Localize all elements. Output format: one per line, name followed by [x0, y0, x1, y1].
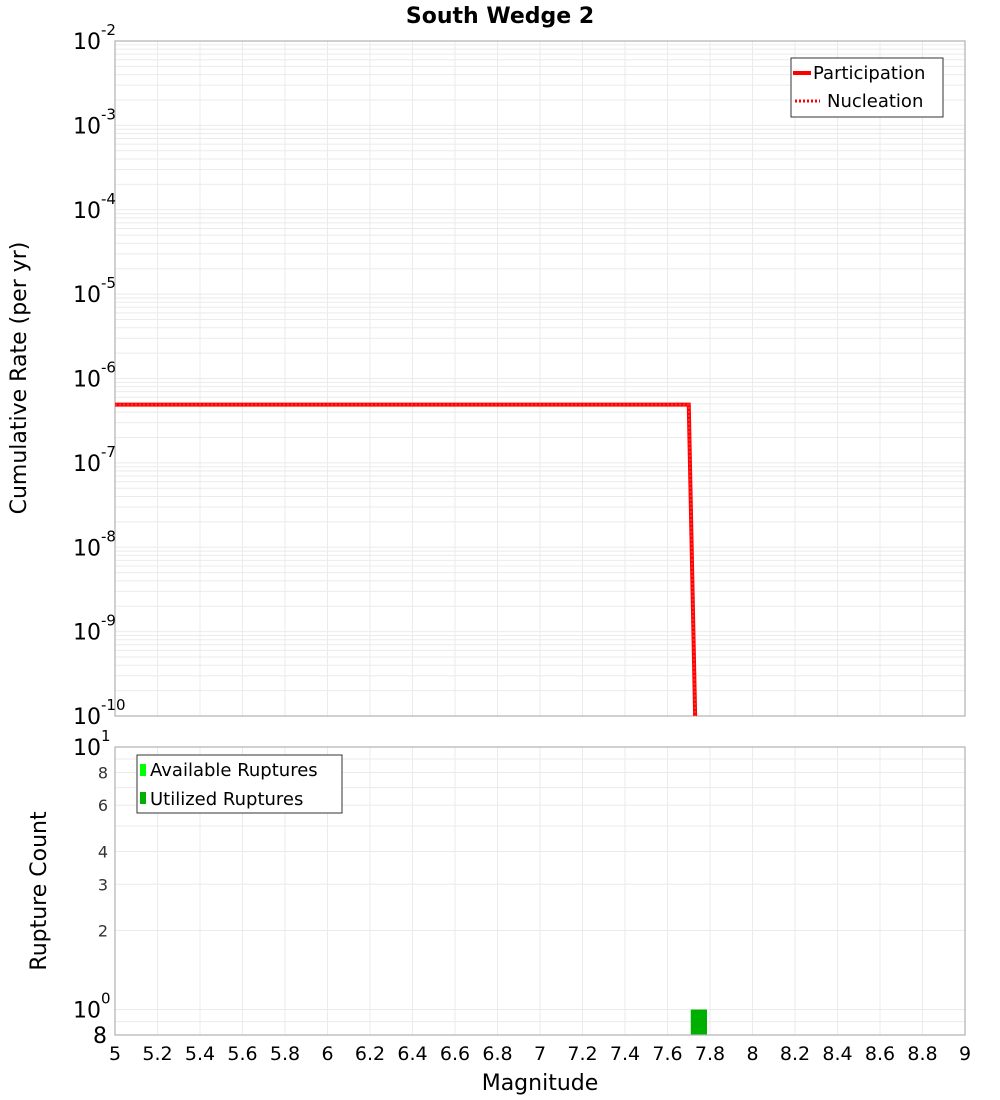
y-tick-label: 8: [93, 1024, 107, 1049]
x-tick-label: 8: [746, 1043, 758, 1065]
x-tick-label: 5.8: [270, 1043, 300, 1065]
utilized-ruptures-bar: [690, 1009, 707, 1035]
utilized-legend-label: Utilized Ruptures: [150, 789, 303, 810]
y-tick-label: 4: [98, 842, 108, 861]
top-grid: [114, 41, 966, 717]
top-y-axis-label: Cumulative Rate (per yr): [7, 242, 32, 515]
utilized-legend-swatch: [140, 792, 146, 804]
x-tick-label: 5.6: [227, 1043, 257, 1065]
y-tick-label: 3: [98, 875, 108, 894]
available-legend-label: Available Ruptures: [150, 760, 318, 781]
top-plot-frame: [114, 40, 966, 717]
nucleation-legend-label: Nucleation: [827, 91, 923, 112]
y-tick-label: 10-5: [73, 274, 116, 308]
x-tick-label: 7: [534, 1043, 546, 1065]
x-tick-label: 5.4: [185, 1043, 215, 1065]
y-tick-label: 10-10: [73, 696, 126, 730]
y-tick-label: 2: [98, 922, 108, 941]
participation-legend-label: Participation: [813, 63, 925, 84]
y-tick-label: 10-4: [73, 190, 116, 224]
top-legend: Participation Nucleation: [790, 57, 944, 118]
bottom-legend-box: [136, 754, 343, 814]
x-tick-label: 5.2: [142, 1043, 172, 1065]
x-axis-label: Magnitude: [482, 1071, 599, 1096]
x-tick-label: 6.6: [440, 1043, 470, 1065]
y-tick-label: 10-9: [73, 612, 116, 646]
y-tick-label: 101: [73, 727, 111, 761]
x-tick-label: 7.6: [652, 1043, 682, 1065]
x-tick-label: 6.8: [482, 1043, 512, 1065]
x-tick-label: 8.8: [907, 1043, 937, 1065]
top-legend-box: [790, 57, 944, 118]
y-tick-label: 10-2: [73, 21, 116, 55]
y-tick-label: 8: [98, 763, 108, 782]
x-tick-label: 8.2: [780, 1043, 810, 1065]
x-tick-label: 8.4: [822, 1043, 852, 1065]
x-tick-label: 7.8: [695, 1043, 725, 1065]
x-tick-label: 6: [321, 1043, 333, 1065]
x-tick-label: 5: [109, 1043, 121, 1065]
x-tick-label: 6.2: [355, 1043, 385, 1065]
bottom-plot-frame: [114, 746, 966, 1036]
x-tick-label: 9: [959, 1043, 971, 1065]
x-tick-label: 8.6: [865, 1043, 895, 1065]
x-ticks: 5 5.2 5.4 5.6 5.8 6 6.2 6.4 6.6 6.8 7 7.2 7.4 7.6 7.8 8…: [109, 1043, 971, 1065]
nucleation-line: [115, 403, 697, 717]
y-tick-label: 10-6: [73, 359, 116, 393]
y-tick-label: 100: [73, 990, 111, 1024]
y-tick-label: 10-7: [73, 443, 116, 477]
y-tick-label: 10-8: [73, 527, 116, 561]
top-plot: 10-2 10-3 10-4 10-5 10-6 10-7 10-8 10-9 10-10 Pa…: [73, 21, 966, 730]
bottom-y-axis-label: Rupture Count: [27, 811, 52, 971]
x-tick-label: 7.2: [567, 1043, 597, 1065]
y-tick-label: 6: [98, 796, 108, 815]
y-tick-label: 10-3: [73, 105, 116, 139]
x-tick-label: 7.4: [610, 1043, 640, 1065]
x-tick-label: 6.4: [397, 1043, 427, 1065]
available-legend-swatch: [140, 764, 146, 776]
bottom-legend: Available Ruptures Utilized Ruptures: [136, 754, 343, 814]
chart-title: South Wedge 2: [406, 4, 594, 29]
